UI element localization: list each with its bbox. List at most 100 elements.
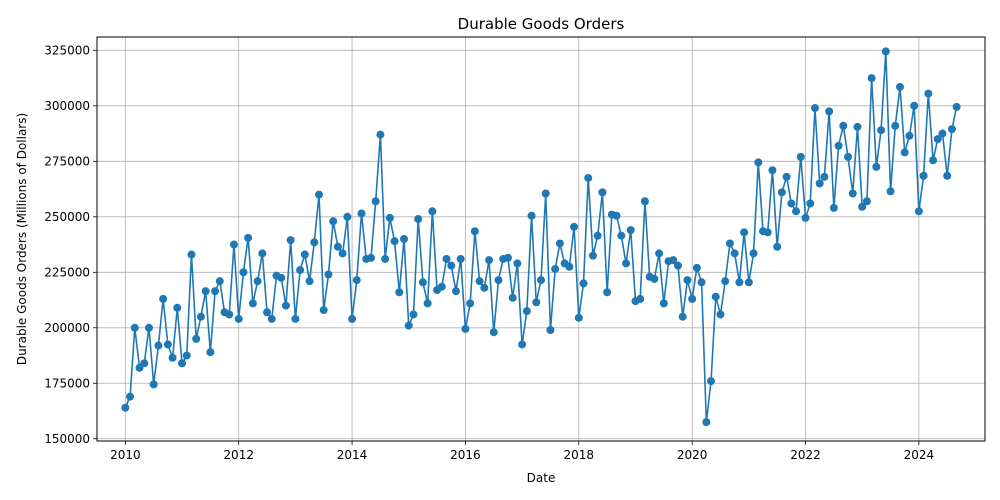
data-point (244, 233, 253, 242)
data-point (910, 101, 919, 110)
data-point (333, 242, 342, 251)
plot-area (97, 37, 985, 441)
data-point (451, 287, 460, 296)
data-point (338, 249, 347, 258)
data-point (598, 188, 607, 197)
data-point (763, 228, 772, 237)
data-point (673, 261, 682, 270)
data-point (263, 308, 272, 317)
data-point (792, 207, 801, 216)
data-point (919, 171, 928, 180)
x-tick-label: 2020 (677, 448, 708, 462)
x-tick-label: 2022 (790, 448, 821, 462)
data-point (787, 199, 796, 208)
x-tick-label: 2016 (450, 448, 481, 462)
data-point (371, 197, 380, 206)
data-point (508, 293, 517, 302)
data-point (390, 237, 399, 246)
data-point (881, 47, 890, 56)
data-point (140, 359, 149, 368)
data-point (395, 288, 404, 297)
plot-frame (96, 36, 986, 442)
data-point (343, 212, 352, 221)
data-point (862, 197, 871, 206)
data-point (267, 314, 276, 323)
data-point (612, 211, 621, 220)
data-point (447, 261, 456, 270)
data-point (310, 238, 319, 247)
data-point (296, 266, 305, 275)
data-point (366, 253, 375, 262)
data-point (636, 294, 645, 303)
data-point (678, 312, 687, 321)
data-point (414, 215, 423, 224)
data-point (768, 166, 777, 175)
x-axis-label: Date (527, 471, 556, 485)
data-point (182, 351, 191, 360)
data-point (584, 173, 593, 182)
data-point (225, 310, 234, 319)
chart-title: Durable Goods Orders (458, 15, 625, 33)
data-point (565, 262, 574, 271)
data-point (622, 259, 631, 268)
data-point (381, 254, 390, 263)
data-point (485, 256, 494, 265)
data-point (277, 273, 286, 282)
data-point (130, 323, 139, 332)
data-point (820, 172, 829, 181)
data-point (385, 213, 394, 222)
data-point (574, 313, 583, 322)
data-point (518, 340, 527, 349)
data-point (914, 207, 923, 216)
x-tick-label: 2012 (223, 448, 254, 462)
data-point (655, 249, 664, 258)
data-point (895, 82, 904, 91)
data-point (541, 189, 550, 198)
y-tick-label: 225000 (44, 265, 90, 279)
data-point (281, 301, 290, 310)
data-point (834, 141, 843, 150)
data-point (707, 377, 716, 386)
x-tick-label: 2024 (904, 448, 935, 462)
data-point (858, 202, 867, 211)
data-point (603, 288, 612, 297)
data-point (456, 254, 465, 263)
data-point (494, 276, 503, 285)
data-point (513, 259, 522, 268)
data-point (721, 277, 730, 286)
data-point (409, 310, 418, 319)
data-point (683, 276, 692, 285)
data-point (735, 278, 744, 287)
x-tick-label: 2010 (110, 448, 141, 462)
data-point (352, 276, 361, 285)
data-point (943, 171, 952, 180)
data-point (952, 102, 961, 111)
data-point (938, 129, 947, 138)
data-point (692, 263, 701, 272)
data-point (532, 298, 541, 307)
data-point (423, 299, 432, 308)
data-point (617, 231, 626, 240)
data-point (480, 283, 489, 292)
data-point (286, 236, 295, 245)
data-point (149, 380, 158, 389)
data-point (626, 226, 635, 235)
data-point (258, 249, 267, 258)
data-point (844, 152, 853, 161)
data-point (319, 306, 328, 315)
data-point (810, 104, 819, 113)
data-point (192, 334, 201, 343)
data-point (168, 353, 177, 362)
data-point (815, 179, 824, 188)
data-point (697, 278, 706, 287)
data-point (725, 239, 734, 248)
data-point (801, 213, 810, 222)
data-point (754, 158, 763, 167)
data-point (579, 279, 588, 288)
data-point (461, 324, 470, 333)
data-point (905, 131, 914, 140)
data-point (546, 326, 555, 335)
y-tick-label: 200000 (44, 321, 90, 335)
y-tick-label: 275000 (44, 154, 90, 168)
